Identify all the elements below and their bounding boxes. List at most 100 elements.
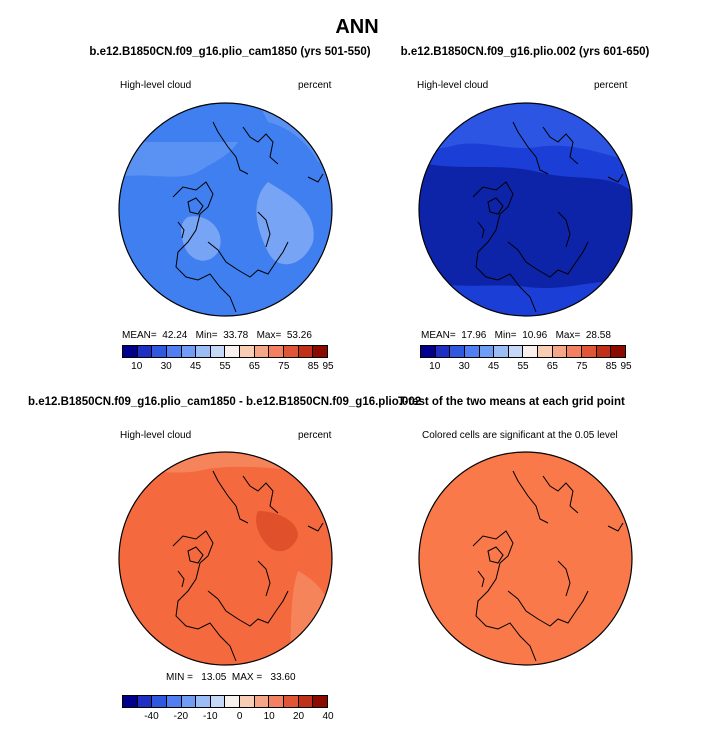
panel-3-units: percent <box>298 430 332 441</box>
colorbar-tick-label: 10 <box>263 711 275 722</box>
colorbar-swatch <box>313 346 327 357</box>
cloud-contour-dark <box>419 162 632 288</box>
colorbar-swatch <box>538 346 553 357</box>
colorbar-swatch <box>596 346 612 357</box>
colorbar-swatch <box>552 346 568 357</box>
colorbar-swatch <box>152 346 167 357</box>
colorbar-swatch <box>611 346 625 357</box>
colorbar-tick-label: 45 <box>190 361 202 372</box>
colorbar-bottom-labels: -40 -20 -10 0 10 20 40 <box>122 711 333 725</box>
panel-2-stats: MEAN= 17.96 Min= 10.96 Max= 28.58 <box>421 330 611 341</box>
panel-4-map <box>418 451 633 666</box>
colorbar-tick-label: 20 <box>293 711 305 722</box>
panel-4-title: T-test of the two means at each grid poi… <box>398 396 625 408</box>
colorbar-tick-label: 75 <box>576 361 588 372</box>
colorbar-swatch <box>313 696 327 707</box>
colorbar-swatch <box>225 696 241 707</box>
colorbar-swatch <box>181 346 197 357</box>
colorbar-swatch <box>137 696 153 707</box>
colorbar-swatch <box>269 696 285 707</box>
colorbar-tick-label: 30 <box>160 361 172 372</box>
panel-1-title: b.e12.B1850CN.f09_g16.plio_cam1850 (yrs … <box>89 46 371 58</box>
panel-4-subtitle: Colored cells are significant at the 0.0… <box>422 430 618 441</box>
colorbar-bottom <box>122 695 328 708</box>
colorbar-swatch <box>196 696 211 707</box>
colorbar-swatch <box>181 696 197 707</box>
colorbar-tick-label: -10 <box>203 711 218 722</box>
colorbar-tick-label: 10 <box>131 361 143 372</box>
colorbar-tick-label: 40 <box>322 711 334 722</box>
colorbar-tick-label: 45 <box>488 361 500 372</box>
colorbar-swatch <box>240 346 255 357</box>
cloud-contour-light <box>256 182 314 265</box>
colorbar-swatch <box>166 696 182 707</box>
panel-2-variable: High-level cloud <box>417 80 489 91</box>
colorbar-tick-label: 30 <box>458 361 470 372</box>
colorbar-swatch <box>494 346 509 357</box>
map-base-fill <box>419 452 632 665</box>
colorbar-tick-label: 95 <box>322 361 334 372</box>
colorbar-swatch <box>479 346 495 357</box>
colorbar-top-right <box>420 345 626 358</box>
colorbar-swatch <box>254 696 270 707</box>
colorbar-swatch <box>166 346 182 357</box>
panel-1-variable: High-level cloud <box>120 80 192 91</box>
panel-1-map <box>118 102 333 317</box>
panel-1-units: percent <box>298 80 332 91</box>
colorbar-swatch <box>152 696 167 707</box>
coastlines <box>172 470 324 662</box>
colorbar-swatch <box>298 696 314 707</box>
colorbar-swatch <box>123 346 138 357</box>
colorbar-tick-label: -40 <box>144 711 159 722</box>
colorbar-swatch <box>196 346 211 357</box>
colorbar-swatch <box>450 346 465 357</box>
main-title: ANN <box>335 16 379 38</box>
colorbar-swatch <box>240 696 255 707</box>
colorbar-swatch <box>523 346 539 357</box>
cloud-contour-mid <box>119 142 238 177</box>
colorbar-swatch <box>269 346 285 357</box>
panel-2-title: b.e12.B1850CN.f09_g16.plio.002 (yrs 601-… <box>400 46 650 58</box>
coastlines <box>472 470 624 662</box>
colorbar-tick-label: 55 <box>517 361 529 372</box>
colorbar-tick-label: 65 <box>248 361 260 372</box>
colorbar-tick-label: 10 <box>429 361 441 372</box>
coastlines <box>472 121 624 313</box>
colorbar-swatch <box>567 346 583 357</box>
cloud-contour-light <box>181 216 221 261</box>
colorbar-tick-label: 0 <box>236 711 243 722</box>
colorbar-tick-label: 55 <box>219 361 231 372</box>
colorbar-tick-label: 85 <box>307 361 319 372</box>
colorbar-swatch <box>435 346 451 357</box>
colorbar-swatch <box>284 346 299 357</box>
colorbar-swatch <box>123 696 138 707</box>
panel-3-stats: MIN = 13.05 MAX = 33.60 <box>166 672 296 683</box>
colorbar-tick-label: 95 <box>620 361 632 372</box>
colorbar-swatch <box>421 346 436 357</box>
panel-2-map <box>418 102 633 317</box>
colorbar-swatch <box>137 346 153 357</box>
panel-3-map <box>118 451 333 666</box>
panel-3-variable: High-level cloud <box>120 430 192 441</box>
panel-1-stats: MEAN= 42.24 Min= 33.78 Max= 53.26 <box>122 330 312 341</box>
colorbar-swatch <box>298 346 314 357</box>
colorbar-tick-label: 65 <box>546 361 558 372</box>
panel-2-units: percent <box>594 80 628 91</box>
colorbar-swatch <box>210 346 226 357</box>
colorbar-swatch <box>464 346 480 357</box>
colorbar-swatch <box>284 696 299 707</box>
colorbar-tick-label: -20 <box>173 711 189 722</box>
colorbar-swatch <box>225 346 241 357</box>
colorbar-swatch <box>254 346 270 357</box>
colorbar-top-left-labels: 10 30 45 55 65 75 85 95 <box>122 361 333 375</box>
colorbar-swatch <box>508 346 524 357</box>
colorbar-tick-label: 75 <box>278 361 290 372</box>
colorbar-top-left <box>122 345 328 358</box>
panel-3-title: b.e12.B1850CN.f09_g16.plio_cam1850 - b.e… <box>28 396 422 408</box>
colorbar-tick-label: 85 <box>605 361 617 372</box>
diff-contour-dark <box>256 511 298 552</box>
colorbar-swatch <box>582 346 597 357</box>
colorbar-swatch <box>210 696 226 707</box>
colorbar-top-right-labels: 10 30 45 55 65 75 85 95 <box>420 361 631 375</box>
coastlines <box>172 121 324 313</box>
